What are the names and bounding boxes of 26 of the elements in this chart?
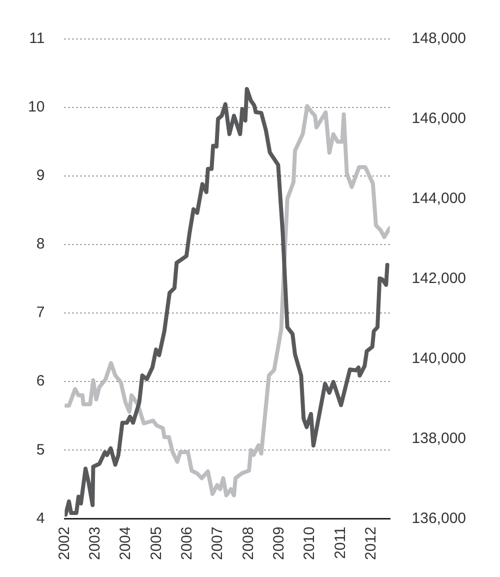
y2-tick-label: 136,000 bbox=[412, 510, 466, 527]
y-tick-label: 5 bbox=[36, 441, 45, 458]
x-tick-label: 2011 bbox=[332, 526, 349, 559]
y2-tick-label: 148,000 bbox=[412, 30, 466, 48]
y-tick-label: 8 bbox=[36, 236, 45, 253]
x-tick-label: 2003 bbox=[86, 526, 104, 560]
x-tick-label: 2004 bbox=[117, 526, 134, 560]
x-tick-label: 2006 bbox=[178, 526, 196, 560]
y2-tick-label: 138,000 bbox=[412, 430, 466, 447]
x-tick-label: 2002 bbox=[56, 526, 73, 560]
y-tick-label: 6 bbox=[36, 372, 45, 390]
x-tick-label: 2010 bbox=[301, 526, 318, 560]
x-tick-label: 2009 bbox=[270, 526, 288, 560]
y-tick-label: 7 bbox=[36, 304, 45, 322]
x-tick-label: 2005 bbox=[148, 526, 165, 560]
x-tick-label: 2007 bbox=[209, 526, 226, 560]
y2-tick-label: 146,000 bbox=[412, 110, 466, 128]
x-tick-label: 2008 bbox=[240, 526, 257, 560]
y-tick-label: 11 bbox=[29, 30, 45, 48]
y2-tick-label: 142,000 bbox=[412, 270, 466, 287]
y-tick-label: 10 bbox=[28, 98, 45, 116]
y-tick-label: 9 bbox=[36, 167, 45, 184]
y-tick-label: 4 bbox=[36, 510, 45, 527]
y2-tick-label: 140,000 bbox=[412, 350, 466, 367]
y2-tick-label: 144,000 bbox=[412, 190, 466, 208]
x-tick-label: 2012 bbox=[362, 526, 380, 560]
